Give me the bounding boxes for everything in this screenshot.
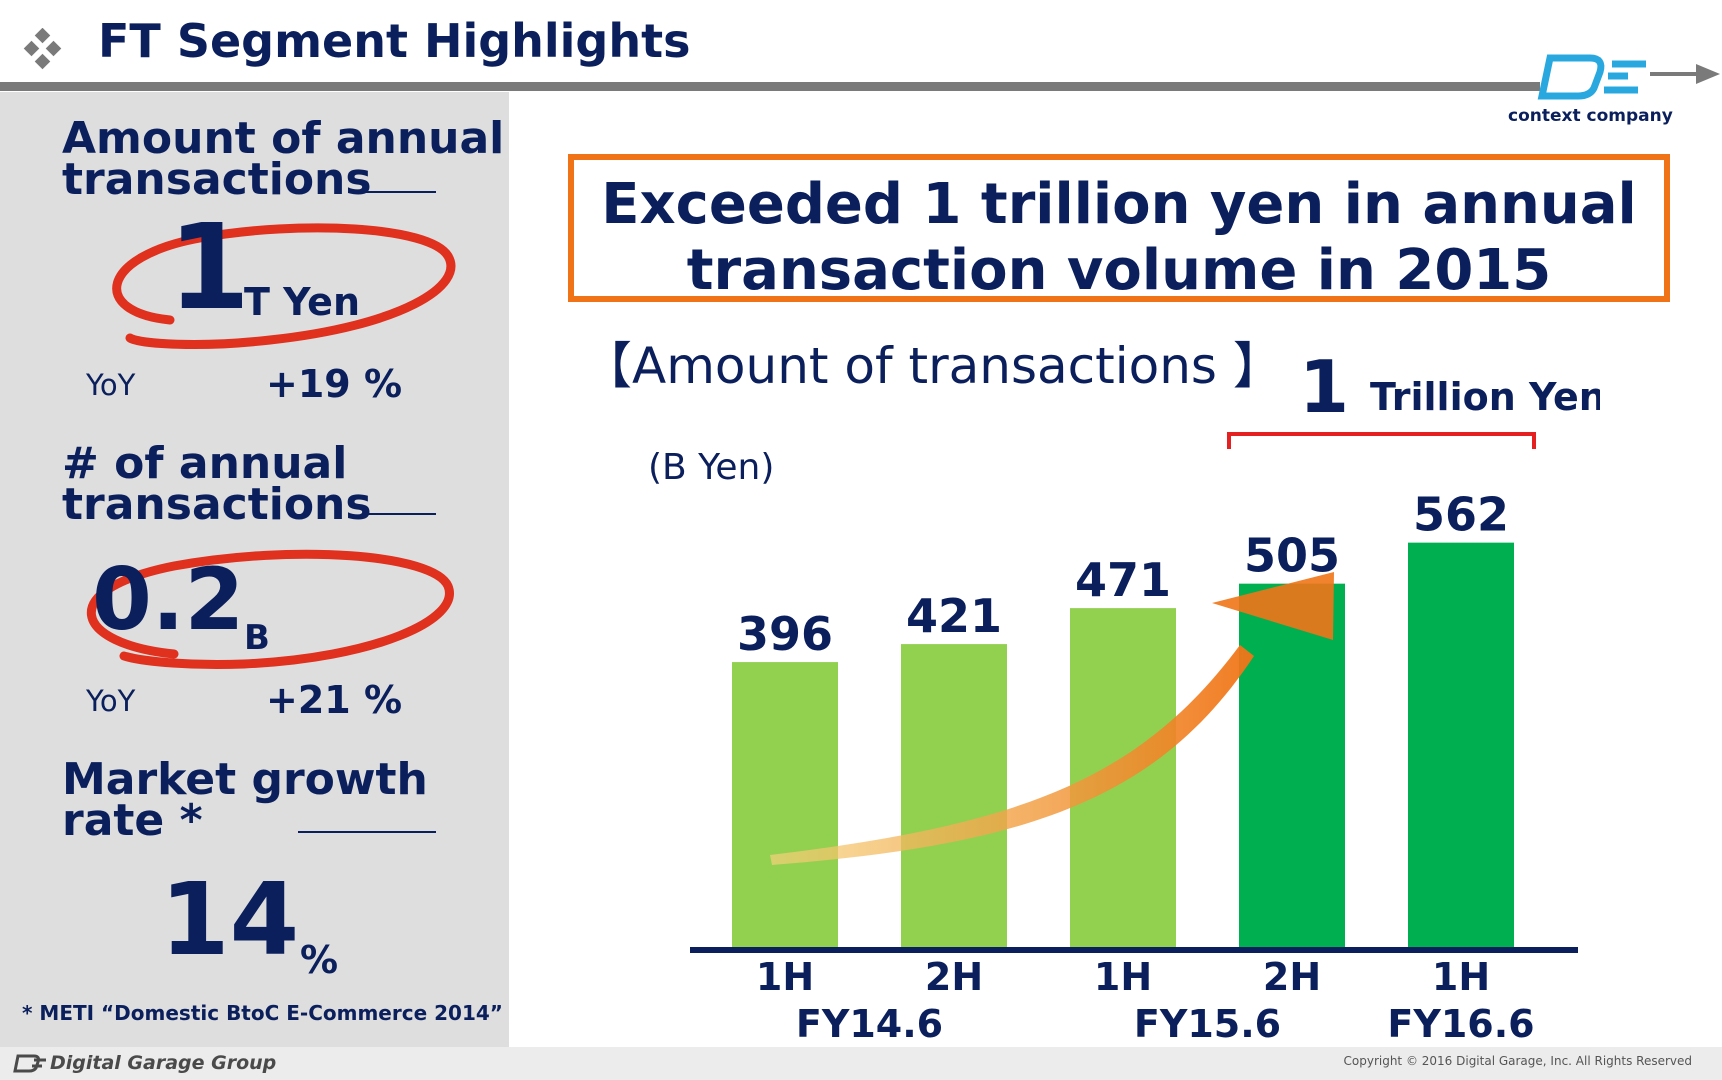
bar-value-label: 505 xyxy=(1244,529,1340,583)
bracket-unit: Trillion Yen xyxy=(1370,375,1600,419)
fiscal-year-label: FY16.6 xyxy=(1387,1002,1534,1046)
kpi-transactions-count-heading: # of annual transactions xyxy=(62,438,372,530)
footer-bar xyxy=(0,1047,1722,1080)
chart-section-label: 【Amount of transactions 】 xyxy=(582,337,1283,395)
x-axis-line xyxy=(690,947,1578,953)
yoy-label: YoY xyxy=(86,368,136,402)
logo-tagline: context company xyxy=(1508,106,1673,126)
page-title: FT Segment Highlights xyxy=(98,14,691,68)
heading-rule xyxy=(366,191,436,193)
bar-value-label: 396 xyxy=(737,607,833,661)
y-axis-unit-label: (B Yen) xyxy=(648,447,774,488)
category-tick-label: 2H xyxy=(1263,955,1321,999)
transactions-amount-unit: T Yen xyxy=(244,280,361,324)
category-tick-label: 1H xyxy=(1432,955,1490,999)
fiscal-year-label: FY14.6 xyxy=(796,1002,943,1046)
market-growth-unit: % xyxy=(300,938,339,982)
bracket-value: 1 xyxy=(1299,345,1349,429)
heading-rule xyxy=(366,513,436,515)
bar-1 xyxy=(901,644,1007,947)
transactions-amount-value: 1 xyxy=(168,198,251,336)
group-logo-icon xyxy=(13,1054,46,1073)
growth-arrowhead-icon xyxy=(1212,572,1334,640)
headline-line-1: Exceeded 1 trillion yen in annual xyxy=(601,172,1637,237)
heading-rule xyxy=(298,831,436,833)
yoy-value: +19 % xyxy=(266,362,403,406)
bar-4 xyxy=(1408,542,1514,947)
company-logo-icon xyxy=(1537,54,1720,100)
fiscal-year-label: FY15.6 xyxy=(1134,1002,1281,1046)
category-tick-label: 2H xyxy=(925,955,983,999)
transactions-count-unit: B xyxy=(244,618,270,658)
headline-box: Exceeded 1 trillion yen in annual transa… xyxy=(568,154,1670,303)
diamond-bullet-icon xyxy=(23,28,62,70)
category-tick-label: 1H xyxy=(1094,955,1152,999)
yoy-label: YoY xyxy=(86,684,136,718)
transactions-count-value: 0.2 xyxy=(92,550,245,650)
group-name: Digital Garage Group xyxy=(50,1052,277,1074)
highlight-ellipse xyxy=(112,223,456,349)
copyright: Copyright © 2016 Digital Garage, Inc. Al… xyxy=(1343,1054,1693,1068)
transactions-bar-chart: (B Yen) 396 1H 421 2H 471 1H 505 2H 562 1H 1 Trill… xyxy=(648,345,1600,1046)
header-rule xyxy=(0,82,1540,91)
bar-0 xyxy=(732,662,838,947)
category-tick-label: 1H xyxy=(756,955,814,999)
bar-3 xyxy=(1239,583,1345,947)
footnote: * METI “Domestic BtoC E-Commerce 2014” xyxy=(22,1001,503,1025)
headline-line-2: transaction volume in 2015 xyxy=(686,238,1552,303)
highlight-ellipse xyxy=(86,549,454,670)
market-growth-value: 14 xyxy=(160,861,300,978)
highlight-bracket xyxy=(1227,432,1536,449)
yoy-value: +21 % xyxy=(266,678,403,722)
growth-arrow-icon xyxy=(770,645,1254,865)
bar-value-label: 471 xyxy=(1075,553,1171,607)
bar-value-label: 421 xyxy=(906,589,1002,643)
kpi-market-growth-heading: Market growth rate * xyxy=(62,754,428,846)
bar-value-label: 562 xyxy=(1413,488,1509,542)
kpi-transactions-amount-heading: Amount of annual transactions xyxy=(62,113,505,205)
